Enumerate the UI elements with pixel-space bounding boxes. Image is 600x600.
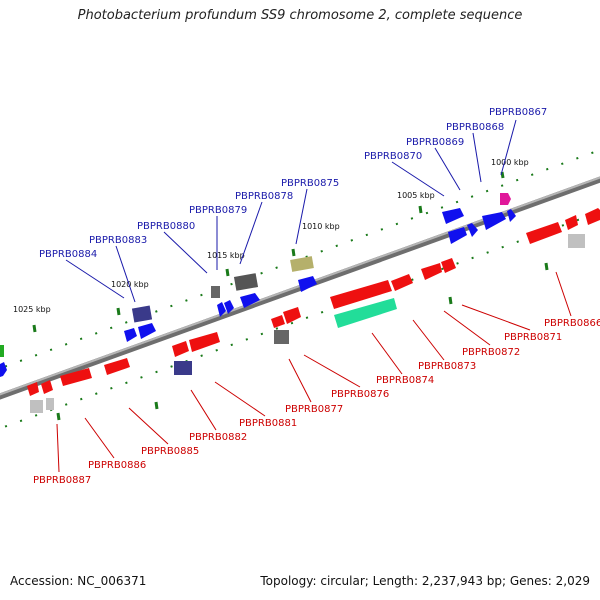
bottom-gene-labels: PBPRB0866 PBPRB0871 PBPRB0872 PBPRB0873 … xyxy=(33,318,600,486)
gene-arrow[interactable] xyxy=(334,298,397,328)
gene-arrow[interactable] xyxy=(189,332,220,352)
gene-label[interactable]: PBPRB0867 xyxy=(489,107,547,118)
gene-label[interactable]: PBPRB0881 xyxy=(239,418,297,429)
gene-box[interactable] xyxy=(290,256,314,272)
gene-box[interactable] xyxy=(233,273,259,291)
gene-arrow[interactable] xyxy=(41,380,53,394)
map-title: Photobacterium profundum SS9 chromosome … xyxy=(77,8,523,23)
gene-arrow[interactable] xyxy=(442,208,464,224)
gene-label[interactable]: PBPRB0866 xyxy=(544,318,600,329)
gene-label[interactable]: PBPRB0873 xyxy=(418,361,476,372)
gene-arrow[interactable] xyxy=(421,263,442,280)
gene-arrow[interactable] xyxy=(138,323,156,339)
top-leader-lines xyxy=(65,119,517,303)
gene-arrow[interactable] xyxy=(217,302,226,317)
gene-label[interactable]: PBPRB0877 xyxy=(285,404,343,415)
gene-label[interactable]: PBPRB0879 xyxy=(189,205,247,216)
gene-label[interactable]: PBPRB0876 xyxy=(331,389,389,400)
gene-arrow[interactable] xyxy=(172,341,189,357)
gene-box[interactable] xyxy=(0,345,4,357)
gene-label[interactable]: PBPRB0871 xyxy=(504,332,562,343)
top-gene-labels: PBPRB0867 PBPRB0868 PBPRB0869 PBPRB0870 … xyxy=(39,107,547,260)
gene-arrow[interactable] xyxy=(585,208,600,225)
gene-arrow[interactable] xyxy=(507,209,516,222)
scale-tick-label: 1015 kbp xyxy=(207,251,245,260)
gene-label[interactable]: PBPRB0869 xyxy=(406,137,464,148)
gene-box[interactable] xyxy=(30,400,43,413)
scale-tick-label: 1000 kbp xyxy=(491,158,529,167)
gene-box[interactable] xyxy=(211,286,220,298)
gene-label[interactable]: PBPRB0878 xyxy=(235,191,293,202)
gene-arrow[interactable] xyxy=(60,368,92,386)
gene-arrow[interactable] xyxy=(330,280,392,309)
gene-label[interactable]: PBPRB0870 xyxy=(364,151,422,162)
scale-tick-label: 1020 kbp xyxy=(111,280,149,289)
gene-label[interactable]: PBPRB0880 xyxy=(137,221,195,232)
bottom-leader-lines xyxy=(56,271,572,473)
gene-box[interactable] xyxy=(568,234,585,248)
gene-arrow[interactable] xyxy=(27,382,39,396)
accession-label: Accession: NC_006371 xyxy=(10,574,147,588)
gene-box[interactable] xyxy=(174,361,192,375)
gene-label[interactable]: PBPRB0875 xyxy=(281,178,339,189)
gene-label[interactable]: PBPRB0874 xyxy=(376,375,434,386)
reverse-genes xyxy=(27,208,600,413)
gene-box[interactable] xyxy=(131,305,153,323)
gene-label[interactable]: PBPRB0872 xyxy=(462,347,520,358)
gene-label[interactable]: PBPRB0887 xyxy=(33,475,91,486)
gene-label[interactable]: PBPRB0886 xyxy=(88,460,146,471)
gene-arrow[interactable] xyxy=(441,258,456,273)
gene-arrow[interactable] xyxy=(448,227,467,244)
gene-arrow[interactable] xyxy=(526,222,562,244)
scale-tick-label: 1025 kbp xyxy=(13,305,51,314)
gene-arrow[interactable] xyxy=(104,358,130,375)
gene-arrow[interactable] xyxy=(283,307,301,324)
scale-ticks xyxy=(32,171,549,421)
gene-arrow[interactable] xyxy=(467,223,478,237)
forward-genes xyxy=(0,193,516,377)
gene-arrow[interactable] xyxy=(482,212,506,230)
gene-arrow[interactable] xyxy=(391,274,413,291)
gene-arrow[interactable] xyxy=(124,328,137,342)
gene-arrow[interactable] xyxy=(565,215,578,230)
genome-summary: Topology: circular; Length: 2,237,943 bp… xyxy=(260,574,590,588)
gene-arrow[interactable] xyxy=(298,276,317,292)
gene-box[interactable] xyxy=(274,330,289,344)
gene-label[interactable]: PBPRB0883 xyxy=(89,235,147,246)
gene-label[interactable]: PBPRB0884 xyxy=(39,249,97,260)
gene-label[interactable]: PBPRB0885 xyxy=(141,446,199,457)
scale-tick-label: 1010 kbp xyxy=(302,222,340,231)
scale-tick-label: 1005 kbp xyxy=(397,191,435,200)
gene-label[interactable]: PBPRB0882 xyxy=(189,432,247,443)
gene-arrow[interactable] xyxy=(240,293,260,308)
gene-label[interactable]: PBPRB0868 xyxy=(446,122,504,133)
gene-box[interactable] xyxy=(46,398,54,410)
gene-arrow[interactable] xyxy=(500,193,511,205)
gene-arrow[interactable] xyxy=(0,362,7,377)
gene-arrow[interactable] xyxy=(271,315,285,328)
gene-arrow[interactable] xyxy=(224,300,234,314)
